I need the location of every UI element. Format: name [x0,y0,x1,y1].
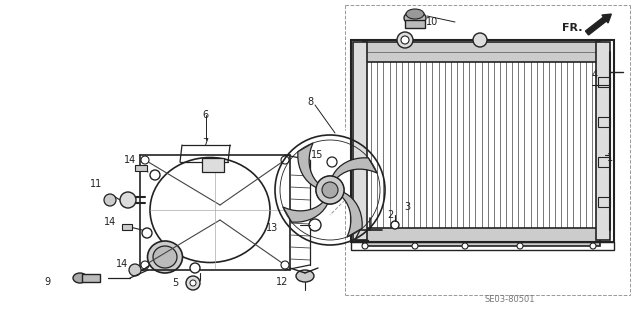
Text: 10: 10 [426,17,438,27]
Bar [202,158,224,172]
Ellipse shape [296,270,314,282]
Circle shape [322,182,338,198]
Circle shape [462,243,468,249]
Text: 14: 14 [116,259,128,269]
Text: 5: 5 [172,278,178,288]
Bar [598,197,610,207]
Polygon shape [283,202,328,222]
Text: 14: 14 [104,217,116,227]
Text: 2: 2 [387,210,393,220]
Bar [353,42,367,240]
Circle shape [473,33,487,47]
Ellipse shape [147,241,182,273]
Circle shape [281,261,289,269]
Text: 1: 1 [607,153,613,163]
Text: FR.: FR. [562,23,582,33]
Circle shape [150,170,160,180]
Ellipse shape [404,11,426,25]
Circle shape [120,192,136,208]
Circle shape [327,157,337,167]
Circle shape [104,194,116,206]
Polygon shape [342,192,362,237]
Text: 9: 9 [44,277,50,287]
Circle shape [316,176,344,204]
Polygon shape [298,143,318,188]
Text: 11: 11 [90,179,102,189]
Bar [596,42,610,240]
Text: SE03-80501: SE03-80501 [484,295,535,305]
Ellipse shape [406,9,424,19]
Text: 3: 3 [404,202,410,212]
Text: 15: 15 [311,150,323,160]
Circle shape [590,243,596,249]
Text: 4: 4 [592,70,598,80]
Circle shape [142,228,152,238]
Bar [598,117,610,127]
Circle shape [517,243,523,249]
Bar [135,165,147,171]
Circle shape [412,243,418,249]
Circle shape [322,182,338,198]
Circle shape [309,219,321,231]
Text: 7: 7 [202,138,208,148]
Bar [405,20,425,28]
Bar [598,157,610,167]
Circle shape [141,261,149,269]
Circle shape [401,36,409,44]
Circle shape [391,221,399,229]
Bar [82,274,100,282]
Text: 13: 13 [266,223,278,233]
Text: 8: 8 [307,97,313,107]
Circle shape [281,156,289,164]
Bar [351,242,614,250]
Circle shape [397,32,413,48]
Circle shape [316,176,344,204]
FancyArrow shape [586,14,611,35]
Bar [122,224,132,230]
Text: 14: 14 [124,155,136,165]
Circle shape [129,264,141,276]
Bar [598,77,610,87]
Text: 6: 6 [202,110,208,120]
Ellipse shape [73,273,87,283]
Bar [363,42,600,62]
Circle shape [190,280,196,286]
Text: 12: 12 [276,277,288,287]
Circle shape [190,263,200,273]
Circle shape [141,156,149,164]
Ellipse shape [153,246,177,268]
Circle shape [362,243,368,249]
Bar [351,40,614,242]
Bar [363,228,600,246]
Polygon shape [332,158,377,178]
Circle shape [186,276,200,290]
